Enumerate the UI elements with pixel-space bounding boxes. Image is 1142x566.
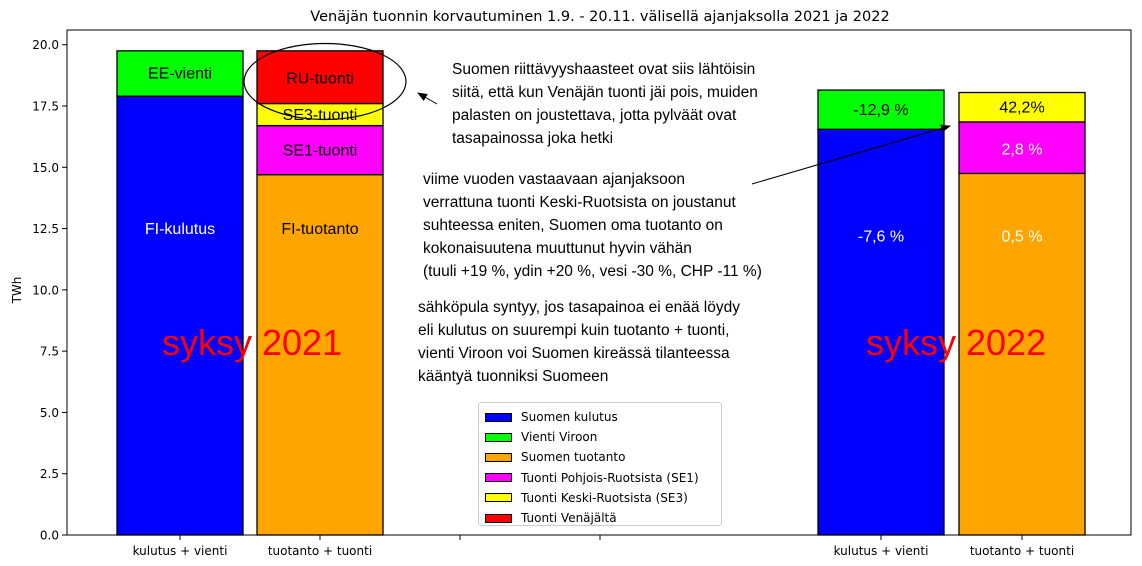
- period-label-2022: syksy 2022: [866, 322, 1047, 363]
- legend-item: Tuonti Pohjois-Ruotsista (SE1): [485, 468, 721, 488]
- legend-item: Tuonti Venäjältä: [485, 508, 721, 528]
- annotation-riittavyys: Suomen riittävyyshaasteet ovat siis läht…: [452, 58, 758, 150]
- y-tick-label: 20.0: [32, 38, 59, 52]
- bar-label: RU-tuonti: [286, 70, 354, 87]
- bar-label: SE3-tuonti: [283, 107, 358, 124]
- annotation-line: eli kulutus on suurempi kuin tuotanto + …: [418, 322, 730, 339]
- annotation-line: Suomen riittävyyshaasteet ovat siis läht…: [452, 61, 756, 78]
- bar-segment: [116, 95, 244, 536]
- legend-swatch: [485, 493, 512, 503]
- overlay-group: FI-kulutus EE-vienti FI-tuotanto SE1-tuonti…: [145, 42, 1045, 245]
- legend-swatch: [485, 412, 512, 422]
- annotation-line: vienti Viroon voi Suomen kireässä tilant…: [418, 345, 730, 362]
- bar-label: FI-kulutus: [145, 221, 215, 238]
- legend-label: Tuonti Pohjois-Ruotsista (SE1): [521, 470, 699, 485]
- pointer-arrow: [417, 92, 438, 105]
- bar-segment: [256, 124, 384, 176]
- annotation-line: tasapainossa joka hetki: [452, 130, 614, 147]
- annotation-line: palasten on joustettava, jotta pylväät o…: [452, 107, 737, 124]
- pointer-arrow: [751, 124, 951, 185]
- highlight-ellipse: [243, 42, 407, 121]
- annotation-line: (tuuli +19 %, ydin +20 %, vesi -30 %, CH…: [423, 263, 762, 280]
- x-tick-label: kulutus + vienti: [834, 544, 929, 558]
- y-tick-label: 15.0: [32, 161, 59, 175]
- legend-label: Suomen tuotanto: [521, 450, 626, 465]
- y-tick-label: 10.0: [32, 283, 59, 297]
- legend-swatch: [485, 473, 512, 483]
- legend-item: Suomen tuotanto: [485, 447, 721, 467]
- bar-segment: [958, 91, 1086, 123]
- ticks-group: 0.0 2.5 5.0 7.5 10.0 12.5 15.0 17.5 20.0 kulutus …: [32, 29, 1132, 558]
- legend-item: Tuonti Keski-Ruotsista (SE3): [485, 488, 721, 508]
- bar-label: 2,8 %: [1002, 141, 1043, 158]
- y-tick-label: 17.5: [32, 99, 59, 113]
- period-label-2021: syksy 2021: [162, 322, 343, 363]
- y-tick-label: 2.5: [40, 467, 59, 481]
- annotation-line: siitä, että kun Venäjän tuonti jäi pois,…: [452, 84, 758, 101]
- annotation-line: viime vuoden vastaavaan ajanjaksoon: [423, 171, 685, 188]
- y-axis-label: TWh: [10, 277, 24, 305]
- bar-label: -7,6 %: [858, 228, 904, 245]
- legend-swatch: [485, 432, 512, 442]
- annotation-line: verrattuna tuonti Keski-Ruotsista on jou…: [423, 194, 736, 211]
- bar-segment: [817, 89, 945, 130]
- legend-swatch: [485, 452, 512, 462]
- legend-label: Tuonti Keski-Ruotsista (SE3): [521, 490, 688, 505]
- plot-frame: [66, 29, 1132, 536]
- annotation-line: suhteessa eniten, Suomen oma tuotanto on: [423, 217, 723, 234]
- bar-segment: [256, 50, 384, 105]
- x-tick-label: kulutus + vienti: [133, 544, 228, 558]
- bar-segment: [817, 128, 945, 536]
- y-tick-label: 7.5: [40, 345, 59, 359]
- bar-label: 0,5 %: [1002, 228, 1043, 245]
- y-tick-label: 12.5: [32, 222, 59, 236]
- legend: Suomen kulutus Vienti Viroon Suomen tuot…: [478, 402, 722, 526]
- y-tick-label: 5.0: [40, 406, 59, 420]
- legend-item: Vienti Viroon: [485, 427, 721, 447]
- bar-label: -12,9 %: [853, 102, 908, 119]
- annotation-line: kokonaisuutena muuttunut hyvin vähän: [423, 240, 692, 257]
- bar-label: EE-vienti: [148, 65, 212, 82]
- legend-label: Vienti Viroon: [521, 430, 598, 445]
- y-tick-label: 0.0: [40, 529, 59, 543]
- bar-label: SE1-tuonti: [283, 143, 358, 160]
- bar-label: 42,2%: [999, 100, 1044, 117]
- x-tick-label: tuotanto + tuonti: [268, 544, 372, 558]
- legend-label: Tuonti Venäjältä: [521, 511, 617, 526]
- annotation-line: sähköpula syntyy, jos tasapainoa ei enää…: [418, 299, 740, 316]
- bar-segment: [958, 121, 1086, 175]
- legend-swatch: [485, 513, 512, 523]
- bar-segment: [116, 50, 244, 97]
- annotation-sahkopula: sähköpula syntyy, jos tasapainoa ei enää…: [418, 296, 740, 388]
- legend-label: Suomen kulutus: [521, 410, 618, 425]
- bars-group: [116, 50, 1086, 536]
- chart-title: Venäjän tuonnin korvautuminen 1.9. - 20.…: [310, 9, 889, 25]
- annotation-line: kääntyä tuonniksi Suomeen: [418, 368, 609, 385]
- x-tick-label: tuotanto + tuonti: [970, 544, 1074, 558]
- annotation-joustanut: viime vuoden vastaavaan ajanjaksoon verr…: [423, 168, 762, 283]
- bar-label: FI-tuotanto: [281, 221, 358, 238]
- legend-item: Suomen kulutus: [485, 407, 721, 427]
